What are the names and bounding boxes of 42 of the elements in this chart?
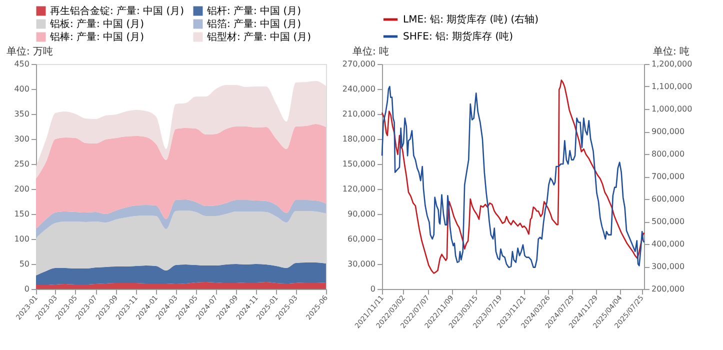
y-tick-label: 200 [14, 184, 30, 194]
y2-tick-label: 1,200,000 [652, 60, 692, 68]
y2-tick-label: 1,000,000 [652, 104, 692, 114]
y-tick-label: 350 [14, 110, 30, 118]
y-tick-label: 50 [19, 260, 30, 268]
y2-tick-label: 600,000 [652, 194, 685, 204]
legend-label: 再生铝合金锭: 产量: 中国 (月) [50, 5, 184, 17]
y-tick-label: 100 [14, 234, 30, 244]
y2-tick-label: 300,000 [652, 262, 685, 271]
y-tick-label: 150 [14, 210, 30, 218]
y2-tick-label: 900,000 [652, 127, 685, 136]
legend-label: LME: 铝: 期货库存 (吨) (右轴) [403, 14, 539, 26]
y2-tick-label: 1,100,000 [652, 82, 692, 91]
y2-tick-label: 400,000 [652, 240, 685, 248]
y-tick-label: 300 [14, 134, 30, 144]
y-tick-label: 0 [370, 284, 376, 294]
y2-tick-label: 700,000 [652, 172, 685, 181]
y-tick-label: 180,000 [342, 134, 376, 144]
y-tick-label: 270,000 [342, 60, 376, 68]
y-axis-title: 单位: 吨 [352, 46, 390, 58]
y-axis-title: 单位: 万吨 [6, 46, 54, 58]
y-tick-label: 450 [14, 60, 30, 68]
legend-label: 铝棒: 产量: 中国 (月) [49, 31, 144, 43]
y-tick-label: 120,000 [342, 184, 376, 194]
y-tick-label: 90,000 [348, 210, 376, 218]
legend-label: 铝杆: 产量: 中国 (月) [206, 5, 302, 17]
y-tick-label: 210,000 [342, 110, 376, 118]
legend-label: SHFE: 铝: 期货库存 (吨) [403, 30, 514, 42]
y-tick-label: 30,000 [348, 260, 376, 268]
y-tick-label: 60,000 [348, 234, 376, 244]
y-tick-label: 0 [24, 284, 30, 294]
legend-label: 铝型材: 产量: 中国 (月) [206, 31, 312, 43]
y-tick-label: 400 [14, 84, 30, 94]
legend-label: 铝板: 产量: 中国 (月) [49, 18, 144, 30]
y-tick-label: 150,000 [342, 160, 376, 168]
y2-tick-label: 200,000 [652, 284, 685, 294]
legend-label: 铝箔: 产量: 中国 (月) [206, 18, 302, 30]
y-tick-label: 250 [14, 160, 30, 168]
y-tick-label: 240,000 [342, 84, 376, 94]
y2-axis-title: 单位: 吨 [652, 46, 690, 58]
y2-tick-label: 800,000 [652, 150, 685, 158]
y2-tick-label: 500,000 [652, 217, 685, 226]
